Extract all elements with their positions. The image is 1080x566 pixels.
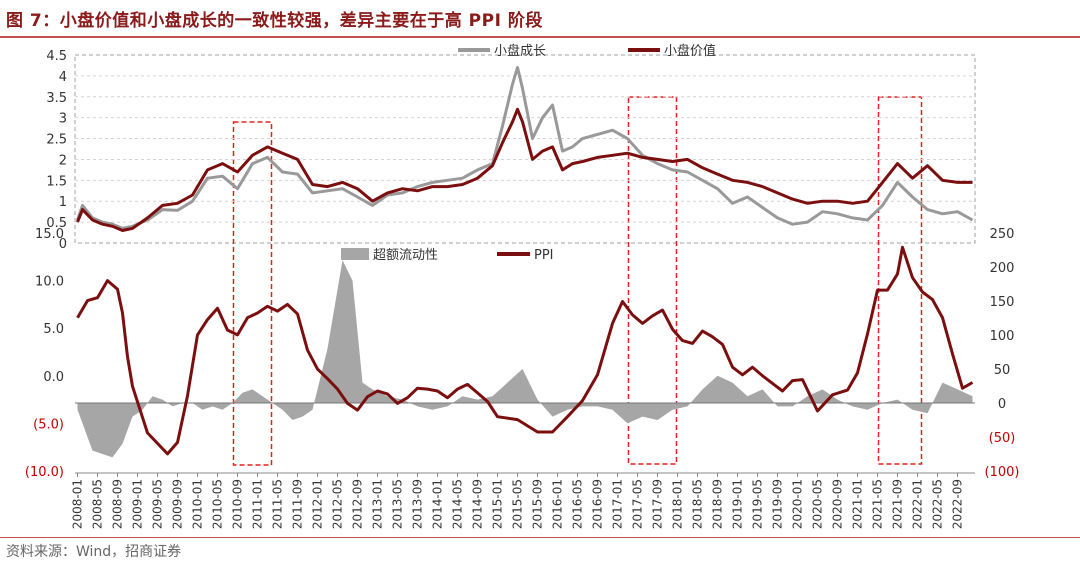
bottom-left-y-tick-label: 0.0 [43, 370, 64, 385]
x-tick-label: 2017-09 [651, 479, 665, 529]
top-y-tick-label: 0.5 [46, 216, 67, 231]
bottom-ppi-series [76, 245, 974, 456]
x-tick-label: 2008-09 [111, 479, 125, 529]
x-tick-label: 2019-01 [731, 479, 745, 529]
top-y-tick-label: 1 [59, 195, 67, 210]
small-cap-value-line [76, 107, 973, 232]
x-tick-label: 2012-05 [331, 479, 345, 529]
legend-label: 小盘价值 [664, 43, 716, 59]
bottom-left-y-tick-label: 5.0 [43, 322, 64, 337]
x-tick-label: 2011-01 [251, 479, 265, 529]
ppi-line [76, 245, 974, 456]
x-tick-label: 2014-05 [451, 479, 465, 529]
x-tick-label: 2015-01 [491, 479, 505, 529]
x-tick-label: 2020-09 [831, 479, 845, 529]
x-tick-label: 2019-05 [751, 479, 765, 529]
x-tick-label: 2021-09 [891, 479, 905, 529]
top-y-tick-label: 0 [59, 237, 67, 252]
bottom-right-y-axis: 250 200 150 100 50 0 (50) (100) [985, 227, 1020, 480]
source-note: 资料来源：Wind，招商证券 [6, 544, 182, 560]
bottom-right-y-tick-label: 0 [998, 397, 1006, 412]
top-chart-grid [75, 75, 975, 223]
bottom-left-y-axis: 15.0 10.0 5.0 0.0 (5.0) (10.0) [25, 227, 64, 480]
bottom-right-y-tick-label: (100) [985, 465, 1020, 480]
x-tick-label: 2018-05 [691, 479, 705, 529]
x-tick-label: 2018-01 [671, 479, 685, 529]
source-divider [0, 537, 1080, 538]
x-tick-label: 2013-01 [371, 479, 385, 529]
bottom-right-y-tick-label: 200 [990, 261, 1015, 276]
legend-label: 小盘成长 [494, 43, 546, 59]
top-y-tick-label: 2 [59, 153, 67, 168]
x-tick-label: 2017-01 [611, 479, 625, 529]
excess-liquidity-area [77, 260, 973, 458]
top-y-tick-label: 3 [59, 112, 67, 127]
bottom-chart-legend: 超额流动性 PPI [341, 248, 554, 263]
x-axis-tick-labels: 2008-01 2008-05 2008-09 2009-01 2009-05 2009-… [71, 473, 965, 529]
highlight-box [232, 121, 273, 466]
top-y-axis: 4.5 4 3.5 3 2.5 2 1.5 1 0.5 0 [46, 49, 67, 252]
x-tick-label: 2010-05 [211, 479, 225, 529]
top-chart-frame [74, 54, 976, 244]
x-tick-label: 2008-05 [91, 479, 105, 529]
bottom-right-y-tick-label: 250 [990, 227, 1015, 242]
legend-label: PPI [534, 248, 554, 263]
figure-title: 图 7：小盘价值和小盘成长的一致性较强，差异主要在于高 PPI 阶段 [6, 11, 543, 31]
x-tick-label: 2017-05 [631, 479, 645, 529]
x-tick-label: 2021-01 [851, 479, 865, 529]
x-tick-label: 2011-05 [271, 479, 285, 529]
bottom-left-y-tick-label: (5.0) [33, 417, 64, 432]
legend-label: 超额流动性 [373, 248, 438, 263]
x-tick-label: 2010-01 [191, 479, 205, 529]
x-tick-label: 2016-05 [571, 479, 585, 529]
bottom-right-y-tick-label: 50 [994, 363, 1011, 378]
x-tick-label: 2019-09 [771, 479, 785, 529]
top-y-tick-label: 4 [59, 70, 67, 85]
x-tick-label: 2008-01 [71, 479, 85, 529]
bottom-left-y-tick-label: (10.0) [25, 465, 64, 480]
x-tick-label: 2010-09 [231, 479, 245, 529]
bottom-right-y-tick-label: (50) [989, 431, 1016, 446]
small-cap-growth-line [76, 66, 974, 230]
bottom-right-y-tick-label: 150 [990, 295, 1015, 310]
x-tick-label: 2012-01 [311, 479, 325, 529]
x-tick-label: 2020-05 [811, 479, 825, 529]
x-tick-label: 2016-09 [591, 479, 605, 529]
bottom-excess-liquidity-area [77, 260, 973, 458]
top-chart-border [74, 54, 976, 244]
x-tick-label: 2020-01 [791, 479, 805, 529]
x-tick-label: 2022-09 [951, 479, 965, 529]
top-chart-legend: 小盘成长 小盘价值 [458, 43, 716, 59]
top-y-tick-label: 1.5 [46, 174, 67, 189]
title-underline [0, 36, 1080, 38]
x-tick-label: 2011-09 [291, 479, 305, 529]
x-tick-label: 2009-09 [171, 479, 185, 529]
x-tick-label: 2022-01 [911, 479, 925, 529]
top-y-tick-label: 3.5 [46, 91, 67, 106]
highlight-box [877, 96, 923, 465]
bottom-chart-axis [75, 402, 975, 474]
bottom-left-y-tick-label: 10.0 [35, 275, 64, 290]
x-tick-label: 2021-05 [871, 479, 885, 529]
x-tick-label: 2009-05 [151, 479, 165, 529]
top-y-tick-label: 2.5 [46, 133, 67, 148]
x-tick-label: 2013-09 [411, 479, 425, 529]
x-tick-label: 2015-05 [511, 479, 525, 529]
legend-swatch [341, 248, 369, 260]
top-y-tick-label: 4.5 [46, 49, 67, 64]
x-tick-label: 2014-01 [431, 479, 445, 529]
x-tick-label: 2014-09 [471, 479, 485, 529]
x-tick-label: 2018-09 [711, 479, 725, 529]
x-tick-label: 2009-01 [131, 479, 145, 529]
x-tick-label: 2015-09 [531, 479, 545, 529]
x-tick-label: 2022-05 [931, 479, 945, 529]
top-chart-series [76, 66, 974, 232]
bottom-left-y-tick-label: 15.0 [35, 227, 64, 242]
x-tick-label: 2016-01 [551, 479, 565, 529]
bottom-right-y-tick-label: 100 [990, 329, 1015, 344]
x-tick-label: 2012-09 [351, 479, 365, 529]
x-tick-label: 2013-05 [391, 479, 405, 529]
